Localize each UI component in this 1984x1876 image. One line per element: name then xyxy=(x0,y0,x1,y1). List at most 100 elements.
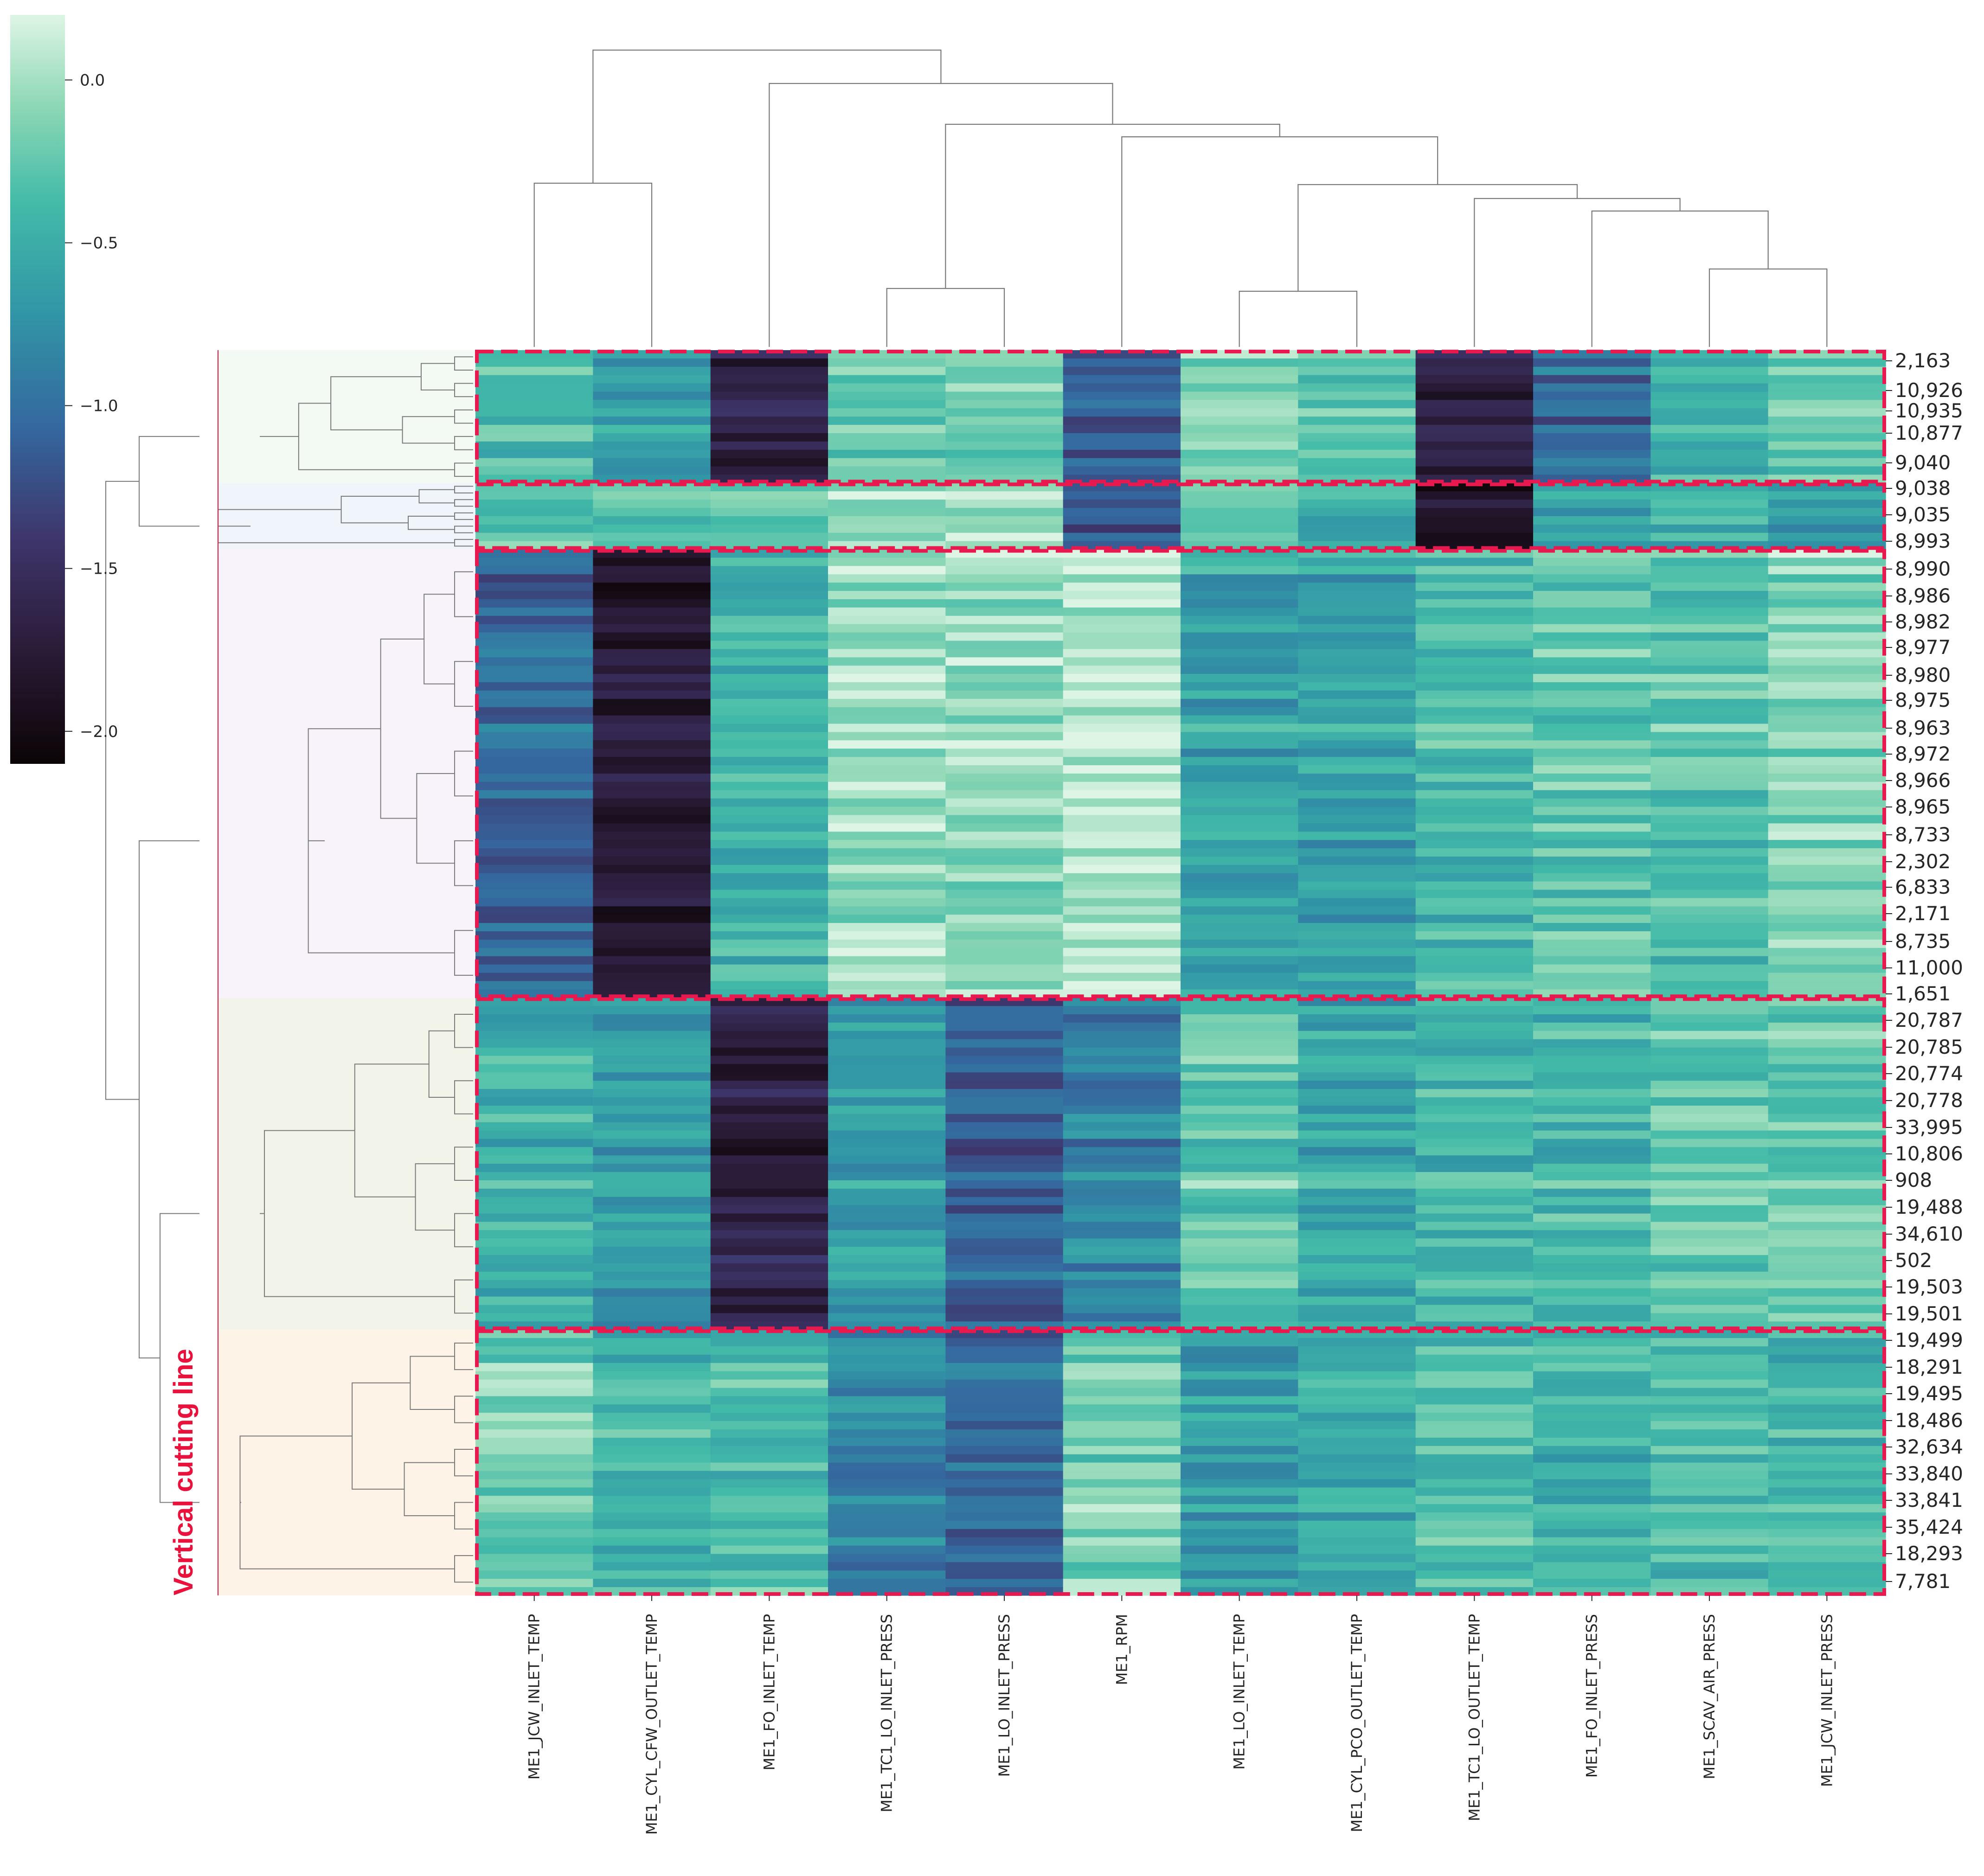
heatmap-cell xyxy=(828,499,946,508)
heatmap-cell xyxy=(710,890,828,898)
heatmap-cell xyxy=(593,599,711,608)
heatmap-cell xyxy=(945,856,1064,865)
heatmap-cell xyxy=(710,591,828,600)
heatmap-cell xyxy=(475,915,593,923)
heatmap-cell xyxy=(593,358,711,367)
heatmap-cell xyxy=(945,948,1064,957)
heatmap-cell xyxy=(1650,458,1769,467)
heatmap-cell xyxy=(1181,1479,1298,1488)
heatmap-cell xyxy=(1063,1014,1181,1023)
heatmap-cell xyxy=(1063,848,1181,857)
heatmap-cell xyxy=(1298,1479,1416,1488)
row-label: 7,781 xyxy=(1895,1570,1951,1593)
heatmap-cell xyxy=(1415,657,1534,666)
heatmap-cell xyxy=(475,1230,593,1239)
heatmap-cell xyxy=(1415,1429,1534,1438)
heatmap-cell xyxy=(828,1313,946,1322)
heatmap-cell xyxy=(1415,1188,1534,1197)
heatmap-cell xyxy=(1181,815,1298,824)
heatmap-cell xyxy=(593,624,711,633)
heatmap-cell xyxy=(828,632,946,641)
row-label: 9,035 xyxy=(1895,503,1951,526)
heatmap-cell xyxy=(1063,773,1181,782)
heatmap-cell xyxy=(828,1130,946,1140)
heatmap-cell xyxy=(1533,1529,1651,1538)
heatmap-cell xyxy=(475,1081,593,1089)
heatmap-cell xyxy=(710,757,828,766)
heatmap-cell xyxy=(593,1263,711,1272)
heatmap-cell xyxy=(1533,1504,1651,1513)
heatmap-cell xyxy=(1533,1413,1651,1421)
heatmap-cell xyxy=(593,1496,711,1505)
heatmap-cell xyxy=(1650,1097,1769,1106)
heatmap-cell xyxy=(828,1006,946,1015)
heatmap-cell xyxy=(1650,532,1769,542)
row-label: 502 xyxy=(1895,1249,1932,1272)
heatmap-cell xyxy=(828,873,946,882)
heatmap-cell xyxy=(1181,1579,1298,1588)
heatmap-cell xyxy=(593,939,711,948)
heatmap-cell xyxy=(475,1031,593,1040)
heatmap-cell xyxy=(1298,1089,1416,1098)
heatmap-cell xyxy=(1768,532,1886,542)
heatmap-cell xyxy=(1533,666,1651,674)
heatmap-cell xyxy=(710,1014,828,1023)
heatmap-cell xyxy=(593,1579,711,1588)
heatmap-cell xyxy=(593,1172,711,1181)
heatmap-cell xyxy=(1768,690,1886,699)
heatmap-cell xyxy=(1298,923,1416,932)
heatmap-cell xyxy=(945,1230,1064,1239)
heatmap-cell xyxy=(828,1081,946,1089)
heatmap-cell xyxy=(710,1462,828,1472)
heatmap-cell xyxy=(593,1421,711,1430)
heatmap-cell xyxy=(828,1164,946,1172)
heatmap-cell xyxy=(1181,923,1298,932)
heatmap-cell xyxy=(1768,1164,1886,1172)
heatmap-cell xyxy=(1650,1047,1769,1056)
heatmap-cell xyxy=(828,1147,946,1156)
heatmap-cell xyxy=(593,532,711,542)
heatmap-cell xyxy=(593,1280,711,1289)
heatmap-cell xyxy=(1768,425,1886,434)
heatmap-cell xyxy=(1181,1188,1298,1197)
heatmap-cell xyxy=(945,698,1064,708)
heatmap-cell xyxy=(710,1255,828,1264)
heatmap-cell xyxy=(1650,1570,1769,1579)
heatmap-cell xyxy=(1533,757,1651,766)
heatmap-cell xyxy=(1298,566,1416,575)
heatmap-cell xyxy=(1533,557,1651,566)
heatmap-cell xyxy=(1768,881,1886,890)
heatmap-cell xyxy=(1181,1413,1298,1421)
heatmap-cell xyxy=(593,757,711,766)
heatmap-cell xyxy=(1650,815,1769,824)
heatmap-cell xyxy=(593,1130,711,1140)
heatmap-cell xyxy=(475,1496,593,1505)
heatmap-cell xyxy=(945,1213,1064,1223)
heatmap-cell xyxy=(828,1471,946,1479)
heatmap-cell xyxy=(945,1280,1064,1289)
heatmap-cell xyxy=(593,1056,711,1064)
heatmap-cell xyxy=(1533,1247,1651,1255)
heatmap-cell xyxy=(1415,532,1534,542)
heatmap-cell xyxy=(1415,491,1534,500)
row-label: 11,000 xyxy=(1895,956,1963,979)
heatmap-cell xyxy=(828,615,946,625)
heatmap-cell xyxy=(945,1263,1064,1272)
heatmap-cell xyxy=(1181,749,1298,757)
heatmap-cell xyxy=(1181,948,1298,957)
heatmap-cell xyxy=(1298,948,1416,957)
heatmap-cell xyxy=(1415,873,1534,882)
heatmap-cell xyxy=(1063,1379,1181,1389)
heatmap-cell xyxy=(945,400,1064,409)
heatmap-cell xyxy=(1181,881,1298,890)
heatmap-cell xyxy=(828,566,946,575)
heatmap-cell xyxy=(475,923,593,932)
heatmap-cell xyxy=(1181,790,1298,799)
heatmap-cell xyxy=(710,1520,828,1530)
heatmap-cell xyxy=(1650,383,1769,392)
heatmap-cell xyxy=(1533,1296,1651,1306)
heatmap-cell xyxy=(945,732,1064,741)
heatmap-cell xyxy=(945,574,1064,583)
heatmap-cell xyxy=(1063,749,1181,757)
heatmap-cell xyxy=(1063,1371,1181,1380)
